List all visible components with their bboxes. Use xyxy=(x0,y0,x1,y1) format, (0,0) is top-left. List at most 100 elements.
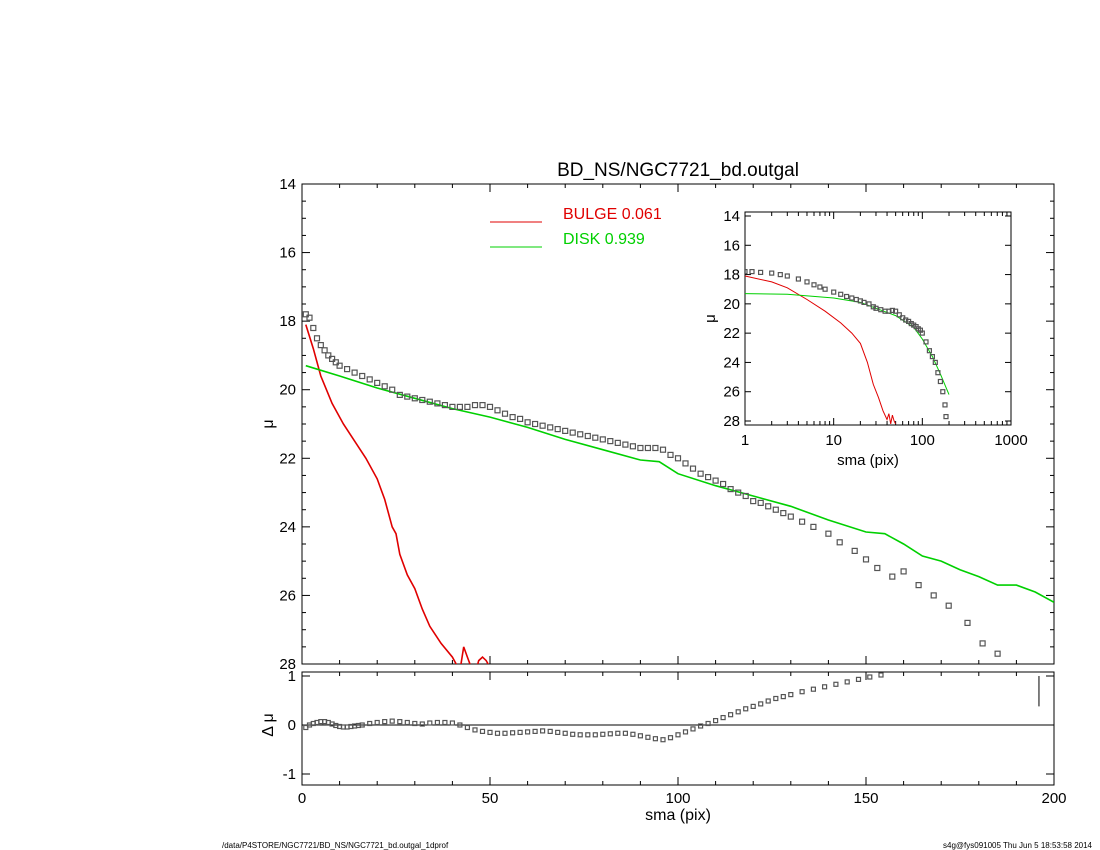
residual-point xyxy=(479,728,486,735)
residual-point xyxy=(517,729,523,736)
inset-ytick-label: 18 xyxy=(723,267,740,284)
data-point xyxy=(302,311,309,318)
data-point xyxy=(509,414,516,421)
inset-ytick-label: 22 xyxy=(723,325,740,342)
residual-point xyxy=(667,735,674,741)
data-point xyxy=(366,376,373,383)
data-point xyxy=(531,420,539,428)
residual-point xyxy=(615,730,621,736)
data-point xyxy=(317,342,324,349)
footer-timestamp: s4g@fys091005 Thu Jun 5 18:53:58 2014 xyxy=(943,841,1093,850)
data-point xyxy=(667,451,674,458)
data-point xyxy=(704,474,712,481)
data-point xyxy=(464,403,471,410)
data-point xyxy=(449,403,456,410)
legend-label-disk: DISK 0.939 xyxy=(563,231,645,248)
residual-xtick-label: 100 xyxy=(665,790,690,807)
residual-point xyxy=(833,681,839,687)
inset-ytick-label: 16 xyxy=(723,237,740,254)
inset-xtick-label: 1 xyxy=(741,432,749,449)
residual-point xyxy=(412,720,418,727)
data-point xyxy=(332,359,339,366)
inset-xtick-label: 100 xyxy=(910,432,935,449)
data-point xyxy=(562,427,569,434)
legend-label-bulge: BULGE 0.061 xyxy=(563,206,662,223)
data-point xyxy=(945,602,952,609)
residual-point xyxy=(600,731,606,737)
residual-point xyxy=(592,732,598,738)
inset-data-point xyxy=(777,272,783,278)
residual-point xyxy=(867,674,873,680)
data-point xyxy=(501,410,509,417)
inset-data-point xyxy=(843,293,850,300)
inset-ytick-label: 24 xyxy=(723,354,740,371)
data-point xyxy=(374,379,381,386)
residual-point xyxy=(555,729,561,736)
residual-point xyxy=(367,720,373,727)
data-point xyxy=(584,432,591,440)
data-point xyxy=(697,470,704,477)
data-point xyxy=(329,355,336,362)
residual-point xyxy=(855,676,862,683)
residual-point xyxy=(562,730,568,736)
data-point xyxy=(524,419,531,426)
residual-point xyxy=(607,731,613,737)
main-ytick-label: 16 xyxy=(279,245,296,262)
inset-line-disk xyxy=(745,293,950,395)
residual-point xyxy=(697,723,704,729)
main-ytick-label: 22 xyxy=(279,450,296,467)
inset-data-point xyxy=(940,389,946,395)
data-point xyxy=(419,396,426,404)
main-ytick-label: 26 xyxy=(279,587,296,604)
data-point xyxy=(622,441,629,448)
inset-data-point xyxy=(892,308,899,314)
data-point xyxy=(381,383,388,390)
data-point xyxy=(577,431,584,438)
data-point xyxy=(389,386,396,393)
residual-point xyxy=(660,737,666,743)
residual-point xyxy=(750,703,756,710)
data-point xyxy=(652,444,659,452)
residual-xtick-label: 200 xyxy=(1041,790,1066,807)
legend: BULGE 0.061 DISK 0.939 xyxy=(490,206,662,248)
data-point xyxy=(607,438,614,445)
residual-point xyxy=(675,732,681,738)
residual-point xyxy=(712,717,719,724)
residual-point xyxy=(780,693,786,700)
residual-point xyxy=(705,720,711,727)
data-point xyxy=(719,480,727,488)
inset-data-point xyxy=(896,312,902,318)
residual-point xyxy=(404,719,410,726)
residual-ytick-label: 1 xyxy=(288,668,296,685)
residual-point xyxy=(690,726,696,732)
data-point xyxy=(735,489,742,496)
residual-point xyxy=(472,727,478,733)
data-point xyxy=(306,314,313,321)
data-point xyxy=(674,455,682,462)
data-point xyxy=(900,568,907,575)
data-point xyxy=(772,506,779,513)
inset-data-point xyxy=(889,307,896,313)
data-point xyxy=(637,444,644,452)
inset-data-point xyxy=(795,276,802,282)
data-point xyxy=(780,510,787,517)
inset-data-point xyxy=(745,269,748,275)
data-point xyxy=(727,486,734,493)
residual-point xyxy=(434,719,440,726)
data-point xyxy=(494,407,501,414)
data-point xyxy=(979,640,986,647)
residual-point xyxy=(419,721,425,727)
data-point xyxy=(516,415,524,422)
inset-data-point xyxy=(937,378,944,385)
data-point xyxy=(313,335,321,342)
residual-point xyxy=(397,718,403,725)
data-point xyxy=(441,402,448,409)
inset-data-point xyxy=(923,339,929,345)
footer-filepath: /data/P4STORE/NGC7721/BD_NS/NGC7721_bd.o… xyxy=(222,841,449,850)
data-point xyxy=(426,398,433,405)
residual-point xyxy=(532,728,538,735)
residual-point xyxy=(799,689,805,695)
residual-point xyxy=(821,684,828,690)
inset-data-point xyxy=(935,370,941,376)
residual-point xyxy=(457,722,463,728)
